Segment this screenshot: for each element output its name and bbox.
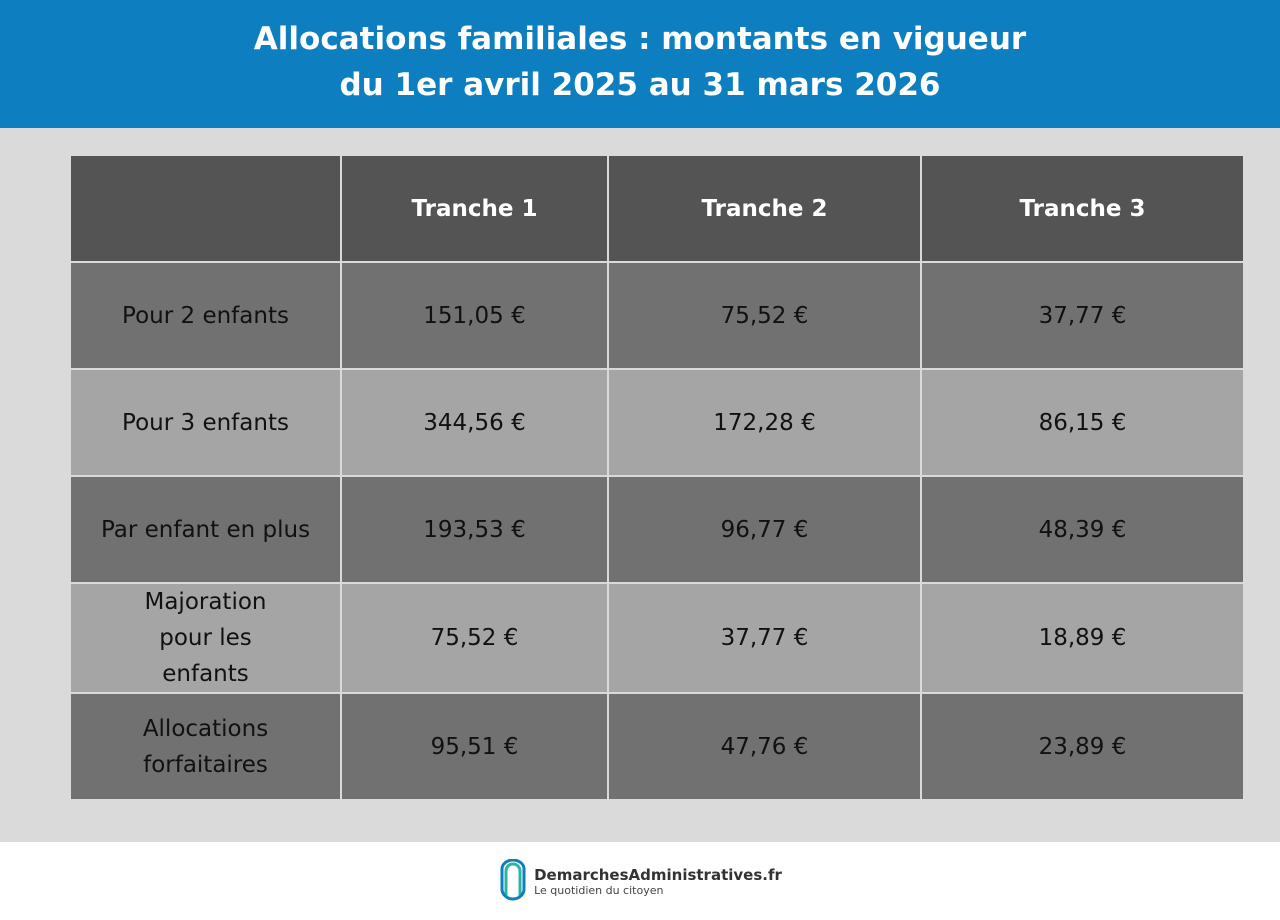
row-label: Majoration pour les enfants bbox=[71, 584, 340, 692]
table-area: Tranche 1 Tranche 2 Tranche 3 Pour 2 enf… bbox=[0, 128, 1280, 842]
table-row: Pour 3 enfants 344,56 € 172,28 € 86,15 € bbox=[71, 370, 1243, 475]
cell-value: 151,05 € bbox=[342, 263, 607, 368]
cell-value: 96,77 € bbox=[609, 477, 920, 582]
footer: DemarchesAdministratives.fr Le quotidien… bbox=[0, 842, 1280, 920]
table-row: Pour 2 enfants 151,05 € 75,52 € 37,77 € bbox=[71, 263, 1243, 368]
header-tranche-1: Tranche 1 bbox=[342, 156, 607, 261]
cell-value: 344,56 € bbox=[342, 370, 607, 475]
cell-value: 37,77 € bbox=[922, 263, 1243, 368]
header-empty bbox=[71, 156, 340, 261]
cell-value: 172,28 € bbox=[609, 370, 920, 475]
header-tranche-2: Tranche 2 bbox=[609, 156, 920, 261]
logo-icon bbox=[500, 859, 526, 901]
row-label: Allocations forfaitaires bbox=[71, 694, 340, 799]
title-line-2: du 1er avril 2025 au 31 mars 2026 bbox=[339, 67, 941, 103]
cell-value: 37,77 € bbox=[609, 584, 920, 692]
cell-value: 18,89 € bbox=[922, 584, 1243, 692]
table-row: Par enfant en plus 193,53 € 96,77 € 48,3… bbox=[71, 477, 1243, 582]
row-label: Pour 2 enfants bbox=[71, 263, 340, 368]
row-label: Par enfant en plus bbox=[71, 477, 340, 582]
cell-value: 95,51 € bbox=[342, 694, 607, 799]
cell-value: 75,52 € bbox=[609, 263, 920, 368]
page-title: Allocations familiales : montants en vig… bbox=[0, 0, 1280, 128]
allocations-table: Tranche 1 Tranche 2 Tranche 3 Pour 2 enf… bbox=[69, 154, 1245, 801]
cell-value: 47,76 € bbox=[609, 694, 920, 799]
row-label: Pour 3 enfants bbox=[71, 370, 340, 475]
brand-tagline: Le quotidien du citoyen bbox=[534, 883, 664, 897]
table-row: Allocations forfaitaires 95,51 € 47,76 €… bbox=[71, 694, 1243, 799]
cell-value: 193,53 € bbox=[342, 477, 607, 582]
table-header-row: Tranche 1 Tranche 2 Tranche 3 bbox=[71, 156, 1243, 261]
brand-name: DemarchesAdministratives.fr bbox=[534, 865, 782, 884]
table-row: Majoration pour les enfants 75,52 € 37,7… bbox=[71, 584, 1243, 692]
header-tranche-3: Tranche 3 bbox=[922, 156, 1243, 261]
cell-value: 23,89 € bbox=[922, 694, 1243, 799]
cell-value: 75,52 € bbox=[342, 584, 607, 692]
title-line-1: Allocations familiales : montants en vig… bbox=[253, 21, 1027, 57]
cell-value: 48,39 € bbox=[922, 477, 1243, 582]
cell-value: 86,15 € bbox=[922, 370, 1243, 475]
